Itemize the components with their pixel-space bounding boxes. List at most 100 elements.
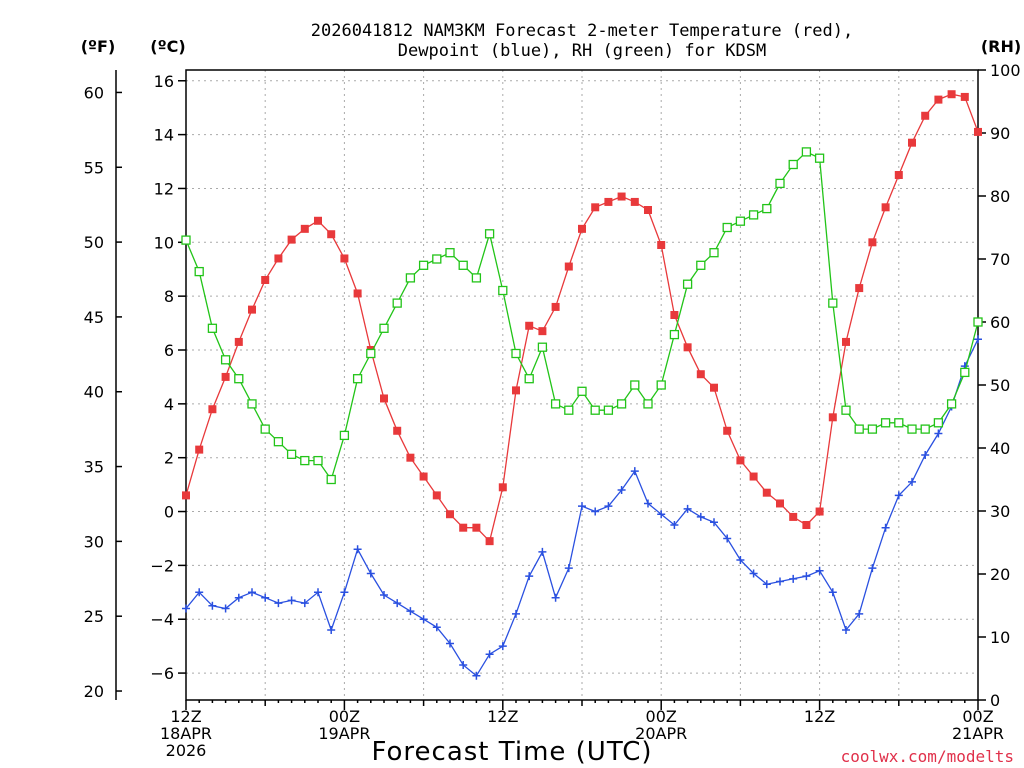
rh-tick-label: 20 xyxy=(990,565,1010,584)
temperature-point xyxy=(710,383,718,392)
rh-point xyxy=(471,273,482,283)
dewpoint-point xyxy=(353,545,362,554)
dewpoint-point xyxy=(393,599,402,608)
temperature-point xyxy=(683,343,692,352)
rh-point xyxy=(484,229,495,239)
celsius-tick-label: −6 xyxy=(150,664,174,683)
rh-point xyxy=(537,342,548,352)
dewpoint-point xyxy=(657,510,666,519)
rh-tick-label: 70 xyxy=(990,250,1010,269)
fahrenheit-tick-label: 50 xyxy=(84,233,104,252)
fahrenheit-tick-label: 60 xyxy=(84,83,104,102)
temperature-point xyxy=(934,95,943,104)
temperature-point xyxy=(617,192,626,201)
temperature-point xyxy=(261,276,270,284)
dewpoint-point xyxy=(749,569,758,578)
temperature-point xyxy=(248,305,256,314)
dewpoint-point xyxy=(327,626,336,634)
dewpoint-point xyxy=(762,580,771,589)
rh-point xyxy=(841,405,851,415)
rh-tick-label: 100 xyxy=(990,61,1021,80)
rh-point xyxy=(696,260,706,270)
dewpoint-point xyxy=(934,429,943,438)
temperature-point xyxy=(485,537,494,546)
dewpoint-point xyxy=(498,642,507,651)
dewpoint-point xyxy=(644,499,652,508)
rh-point xyxy=(854,424,864,434)
dewpoint-point xyxy=(340,588,349,597)
celsius-tick-label: 8 xyxy=(164,287,174,306)
x-tick-label: 00Z xyxy=(646,707,677,726)
temperature-point xyxy=(974,127,982,136)
rh-point xyxy=(366,348,376,359)
temperature-point xyxy=(696,370,705,379)
rh-point xyxy=(643,399,653,409)
temperature-point xyxy=(525,321,534,330)
dewpoint-point xyxy=(855,609,864,618)
x-tick-label: 12Z xyxy=(487,707,518,726)
rh-point xyxy=(418,260,429,270)
rh-point xyxy=(379,323,389,333)
rh-point xyxy=(590,405,600,415)
rh-point xyxy=(550,399,561,409)
rh-point xyxy=(458,260,468,270)
temperature-point xyxy=(564,262,573,271)
dewpoint-point xyxy=(736,556,745,564)
celsius-tick-label: 16 xyxy=(154,72,174,91)
temperature-point xyxy=(498,483,507,492)
dewpoint-point xyxy=(472,671,481,680)
dewpoint-point xyxy=(591,507,600,516)
rh-point xyxy=(960,367,970,378)
temperature-point xyxy=(182,491,190,500)
x-tick-label: 2026 xyxy=(166,741,207,760)
x-tick-label: 18APR xyxy=(160,724,212,743)
dewpoint-point xyxy=(617,486,626,494)
rh-point xyxy=(603,405,614,415)
temperature-point xyxy=(723,426,732,435)
temperature-point xyxy=(776,499,784,508)
temperature-point xyxy=(208,405,217,414)
temperature-point xyxy=(419,472,428,481)
celsius-tick-label: 10 xyxy=(154,233,174,252)
celsius-tick-label: −4 xyxy=(150,610,174,629)
temperature-point xyxy=(644,206,652,214)
temperature-point xyxy=(234,337,243,346)
tick-labels: −6 −4 −2 0 2 4 6 8 10 12 14 16 20 25 30 35 40 45 50 55 60 0 10… xyxy=(84,61,1021,760)
temperature-point xyxy=(736,456,745,465)
rh-point xyxy=(894,418,904,428)
rh-tick-label: 50 xyxy=(990,376,1010,395)
temperature-point xyxy=(921,111,930,120)
rh-point xyxy=(286,449,297,459)
dewpoint-point xyxy=(287,596,296,605)
temperature-point xyxy=(340,254,349,263)
dewpoint-point xyxy=(195,588,204,597)
temperature-point xyxy=(868,238,877,247)
celsius-tick-label: −2 xyxy=(150,556,174,575)
x-axis-label: Forecast Time (UTC) xyxy=(371,737,652,767)
temperature-point xyxy=(591,203,600,212)
dewpoint-point xyxy=(221,604,230,613)
rh-point xyxy=(946,399,957,409)
dewpoint-point xyxy=(512,609,520,618)
temperature-point xyxy=(327,230,336,239)
rh-point xyxy=(748,210,759,220)
temperature-point xyxy=(802,521,811,529)
temperature-point xyxy=(789,512,798,521)
dewpoint-point xyxy=(208,601,217,610)
rh-point xyxy=(352,374,363,384)
rh-tick-label: 80 xyxy=(990,187,1010,206)
celsius-tick-label: 6 xyxy=(164,341,174,360)
dewpoint-point xyxy=(802,572,811,581)
temperature-point xyxy=(855,284,864,293)
chart-title-line1: 2026041812 NAM3KM Forecast 2-meter Tempe… xyxy=(311,21,853,41)
temperature-point xyxy=(459,523,468,532)
dewpoint-point xyxy=(881,523,890,532)
rh-point xyxy=(300,455,310,466)
dewpoint-point xyxy=(828,588,837,597)
dewpoint-point xyxy=(261,593,270,602)
x-tick-label: 00Z xyxy=(329,707,360,726)
x-tick-label: 19APR xyxy=(318,724,370,743)
celsius-tick-label: 0 xyxy=(164,503,174,522)
dewpoint-point xyxy=(683,504,692,513)
dewpoint-point xyxy=(314,588,322,597)
